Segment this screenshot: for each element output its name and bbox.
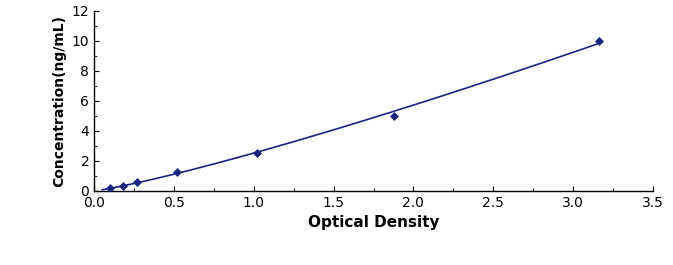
Y-axis label: Concentration(ng/mL): Concentration(ng/mL) bbox=[52, 15, 66, 187]
X-axis label: Optical Density: Optical Density bbox=[308, 215, 439, 230]
